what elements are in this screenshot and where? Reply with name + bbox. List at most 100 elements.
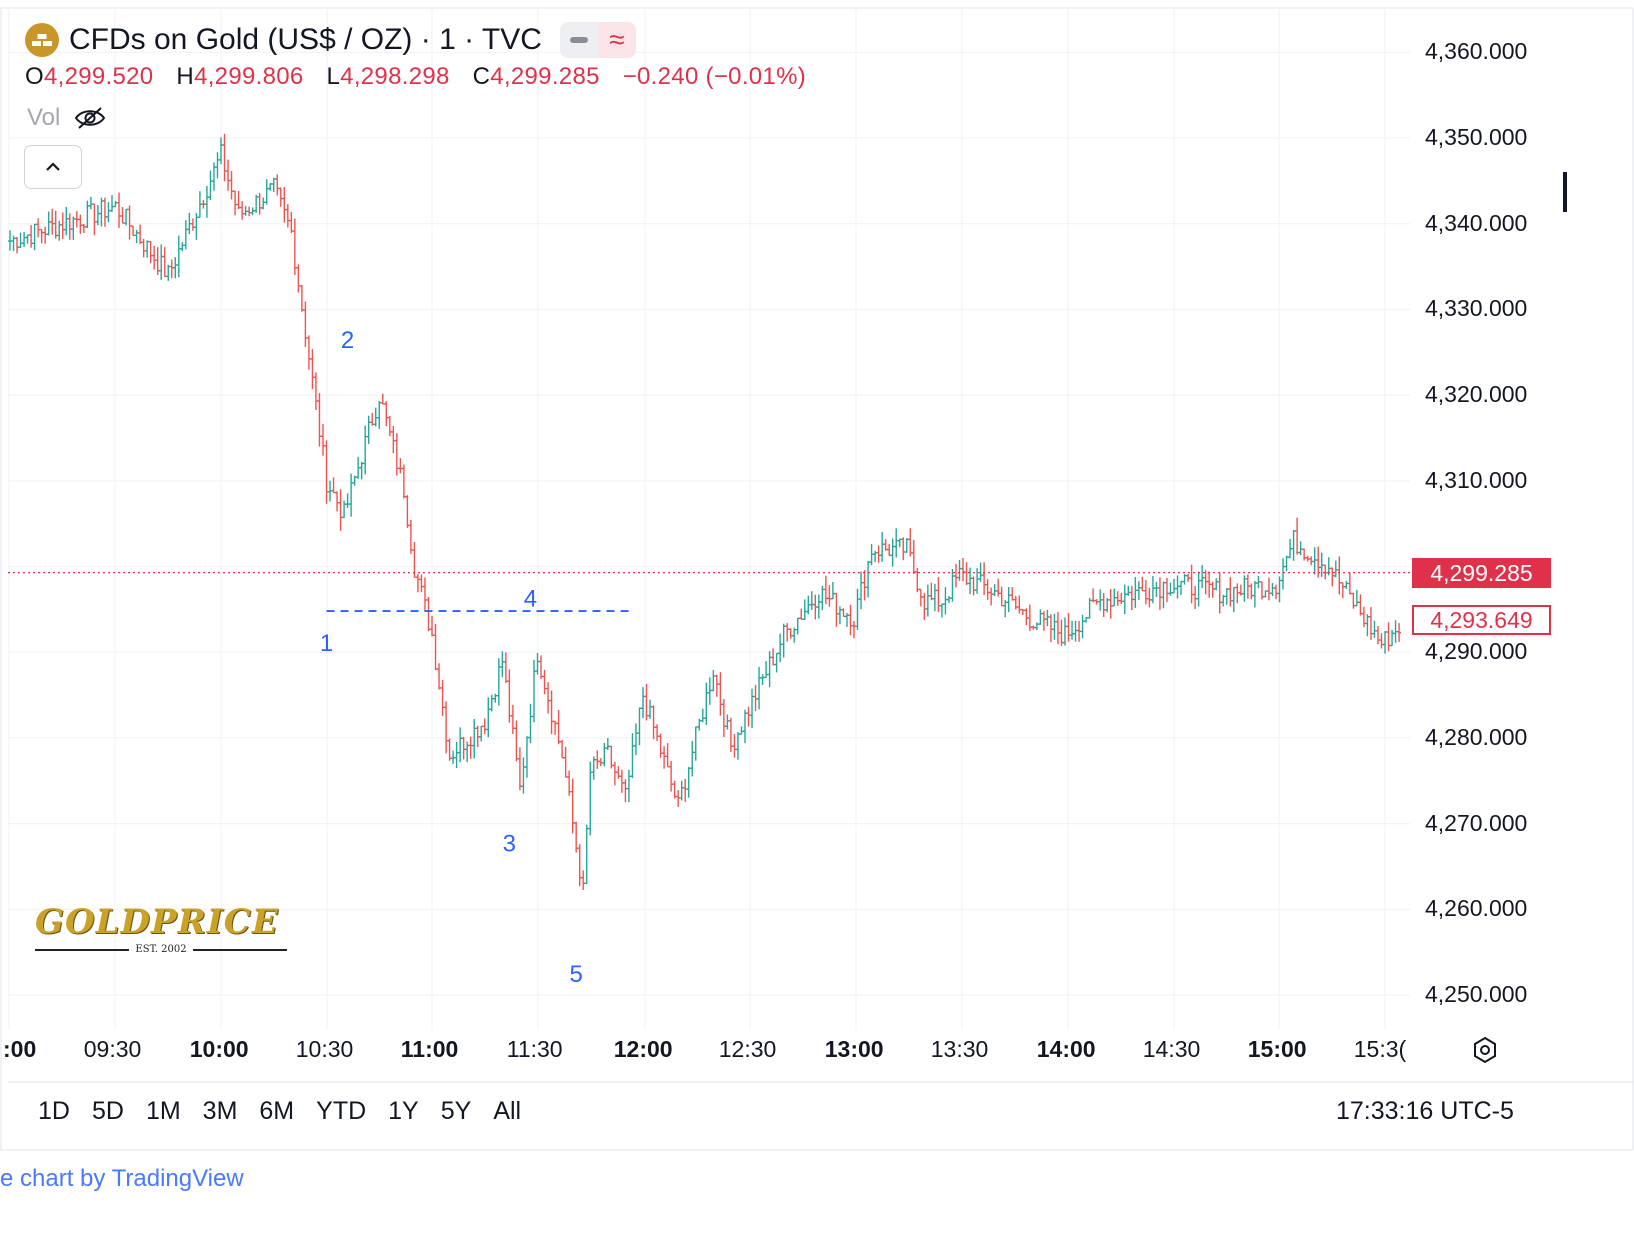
ohlc-bar	[32, 223, 37, 251]
ohlc-bar	[795, 617, 800, 635]
ohlc-bar	[306, 335, 311, 370]
ohlc-bar	[1351, 592, 1356, 609]
ohlc-bar	[676, 790, 681, 807]
ohlc-bar	[25, 234, 30, 244]
ohlc-bar	[581, 870, 586, 890]
ohlc-bar	[1214, 578, 1219, 591]
tradingview-credit-link[interactable]: e chart by TradingView	[0, 1165, 244, 1192]
ohlc-bar	[345, 493, 350, 508]
range-3m-button[interactable]: 3M	[202, 1097, 238, 1125]
ohlc-bar	[1375, 626, 1380, 645]
ohlc-bar	[74, 211, 79, 228]
ohlc-bar	[1038, 609, 1043, 625]
low-value: 4,298.298	[340, 63, 450, 90]
ohlc-bar	[190, 218, 195, 231]
ohlc-bar	[92, 203, 97, 236]
status-pill[interactable]: ≈	[559, 22, 636, 58]
scroll-indicator[interactable]	[1563, 172, 1567, 212]
ohlc-bar	[215, 152, 220, 179]
ohlc-bar	[1281, 558, 1286, 590]
range-5d-button[interactable]: 5D	[91, 1097, 124, 1125]
ohlc-bar	[1154, 581, 1159, 597]
ohlc-bars	[8, 133, 1402, 890]
ohlc-bar	[289, 211, 294, 234]
range-5y-button[interactable]: 5Y	[440, 1097, 472, 1125]
eye-crossed-icon[interactable]	[74, 106, 106, 130]
ohlc-bar	[1048, 614, 1053, 643]
ohlc-bar	[1200, 565, 1205, 589]
ohlc-bar	[95, 204, 100, 226]
ohlc-bar	[830, 581, 835, 600]
ohlc-bar	[679, 780, 684, 801]
range-1d-button[interactable]: 1D	[38, 1097, 70, 1125]
ohlc-bar	[180, 242, 185, 252]
ohlc-bar	[240, 201, 245, 220]
last-price-tag: 4,299.285	[1412, 558, 1551, 588]
ohlc-bar	[1101, 593, 1106, 617]
range-1y-button[interactable]: 1Y	[388, 1097, 419, 1125]
ohlc-bar	[440, 680, 445, 717]
ohlc-bar	[943, 587, 948, 615]
ohlc-bar	[971, 576, 976, 596]
ohlc-bar	[704, 682, 709, 725]
range-1m-button[interactable]: 1M	[145, 1097, 181, 1125]
ohlc-bar	[1333, 560, 1338, 578]
ohlc-bar	[507, 669, 512, 723]
ohlc-bar	[1196, 571, 1201, 607]
range-all-button[interactable]: All	[493, 1097, 522, 1125]
ohlc-bar	[211, 162, 216, 191]
ohlc-bar	[904, 537, 909, 553]
ohlc-bar	[809, 591, 814, 610]
ohlc-bar	[1340, 582, 1345, 599]
ohlc-bar	[1379, 633, 1384, 649]
time-tick-label: 10:00	[189, 1036, 249, 1062]
ohlc-bar	[1091, 588, 1096, 603]
clock-timezone[interactable]: 17:33:16 UTC-5	[1336, 1097, 1514, 1125]
ohlc-bar	[53, 210, 58, 239]
ohlc-bar	[324, 440, 329, 504]
ohlc-bar	[261, 197, 266, 210]
ohlc-bar	[908, 528, 913, 557]
ohlc-bar	[472, 718, 477, 759]
ohlc-bar	[257, 193, 262, 215]
time-tick-label: 11:30	[506, 1036, 563, 1062]
range-ytd-button[interactable]: YTD	[316, 1097, 367, 1125]
ohlc-bar	[936, 576, 941, 613]
ohlc-bar	[662, 746, 667, 769]
ohlc-bar	[194, 213, 199, 240]
ohlc-bar	[1361, 606, 1366, 628]
ohlc-bar	[229, 171, 234, 200]
ohlc-bar	[145, 240, 150, 258]
range-6m-button[interactable]: 6M	[259, 1097, 295, 1125]
ohlc-bar	[735, 732, 740, 760]
ohlc-bar	[99, 197, 104, 227]
ohlc-bar	[996, 578, 1001, 597]
ohlc-bar	[342, 500, 347, 519]
ohlc-bar	[535, 652, 540, 675]
ohlc-bar	[247, 206, 252, 217]
ohlc-bar	[637, 707, 642, 746]
ohlc-bar	[236, 190, 241, 210]
ohlc-bar	[1041, 611, 1046, 631]
ohlc-bar	[222, 133, 227, 182]
symbol-title[interactable]: CFDs on Gold (US$ / OZ) · 1 · TVC	[69, 23, 542, 56]
ohlc-bar	[953, 563, 958, 588]
ohlc-bar	[788, 628, 793, 639]
ohlc-bar	[1207, 571, 1212, 598]
ohlc-bar	[697, 718, 702, 731]
ohlc-bar	[939, 603, 944, 618]
ohlc-bar	[577, 844, 582, 887]
ohlc-bar	[479, 725, 484, 742]
collapse-legend-button[interactable]	[24, 145, 82, 189]
time-tick-label: :00	[3, 1036, 37, 1062]
chart-settings-icon[interactable]	[1470, 1035, 1500, 1065]
ohlc-bar	[957, 559, 962, 581]
ohlc-bar	[950, 568, 955, 602]
volume-legend[interactable]: Vol	[27, 104, 106, 132]
ohlc-bar	[591, 756, 596, 780]
ohlc-bar	[869, 544, 874, 566]
ohlc-bar	[15, 236, 20, 254]
ohlc-bar	[243, 206, 248, 216]
